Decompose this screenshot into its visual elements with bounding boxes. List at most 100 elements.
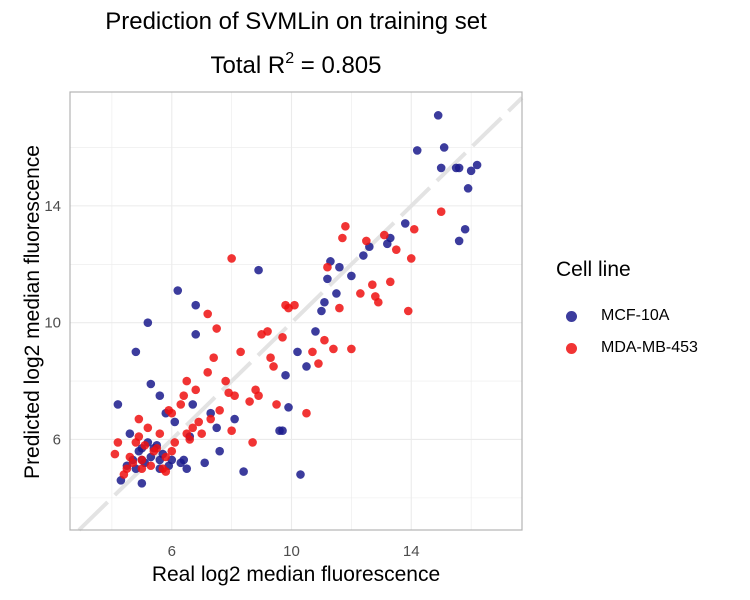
- data-point-mda-mb-453: [167, 446, 177, 456]
- data-point-mda-mb-453: [194, 417, 204, 427]
- data-point-mcf-10a: [293, 347, 302, 357]
- data-point-mda-mb-453: [209, 353, 218, 363]
- data-point-mda-mb-453: [191, 385, 201, 395]
- data-point-mda-mb-453: [143, 423, 153, 433]
- data-point-mda-mb-453: [362, 236, 371, 246]
- data-point-mda-mb-453: [155, 429, 165, 438]
- data-point-mcf-10a: [254, 265, 263, 275]
- data-point-mda-mb-453: [227, 254, 236, 263]
- legend-item-mcf-10a: MCF-10A: [556, 300, 698, 332]
- data-point-mda-mb-453: [161, 467, 171, 476]
- data-point-mda-mb-453: [269, 362, 278, 371]
- data-point-mda-mb-453: [406, 254, 416, 263]
- data-point-mcf-10a: [215, 446, 224, 456]
- data-point-mcf-10a: [113, 400, 123, 409]
- data-point-mcf-10a: [155, 391, 165, 400]
- data-point-mda-mb-453: [290, 300, 299, 310]
- legend: Cell line MCF-10A MDA-MB-453: [556, 258, 698, 364]
- data-point-mda-mb-453: [236, 347, 245, 357]
- y-tick-label: 10: [44, 315, 61, 332]
- x-axis-ticks: 6 10 14: [168, 543, 420, 560]
- data-point-mda-mb-453: [137, 464, 147, 473]
- chart-title: Prediction of SVMLin on training set: [105, 8, 487, 35]
- data-point-mcf-10a: [335, 262, 344, 272]
- chart-subtitle: Total R2 = 0.805: [70, 50, 522, 80]
- y-tick-label: 6: [53, 431, 61, 448]
- data-point-mda-mb-453: [176, 400, 186, 409]
- data-point-mda-mb-453: [347, 344, 356, 354]
- data-point-mda-mb-453: [188, 423, 198, 433]
- data-point-mcf-10a: [146, 379, 156, 389]
- data-point-mcf-10a: [170, 417, 180, 427]
- data-point-mda-mb-453: [167, 408, 177, 418]
- data-point-mda-mb-453: [113, 438, 123, 447]
- subtitle-superscript: 2: [285, 50, 295, 67]
- data-points: [110, 111, 482, 488]
- data-point-mcf-10a: [439, 143, 449, 152]
- data-point-mda-mb-453: [320, 335, 329, 345]
- data-point-mda-mb-453: [374, 297, 383, 307]
- x-tick-label: 6: [168, 543, 176, 560]
- data-point-mcf-10a: [281, 370, 290, 380]
- data-point-mda-mb-453: [203, 368, 212, 377]
- data-point-mcf-10a: [191, 330, 201, 339]
- data-point-mda-mb-453: [356, 289, 365, 298]
- legend-title: Cell line: [556, 258, 631, 281]
- data-point-mcf-10a: [436, 163, 446, 173]
- x-axis-label: Real log2 median fluorescence: [151, 563, 441, 586]
- data-point-mda-mb-453: [197, 429, 207, 438]
- data-point-mda-mb-453: [368, 280, 377, 290]
- data-point-mda-mb-453: [436, 207, 446, 217]
- data-point-mcf-10a: [472, 160, 482, 170]
- data-point-mda-mb-453: [323, 262, 332, 272]
- grid: [70, 92, 522, 530]
- data-point-mcf-10a: [278, 426, 287, 436]
- data-point-mcf-10a: [320, 297, 329, 307]
- data-point-mda-mb-453: [137, 455, 147, 465]
- data-point-mcf-10a: [173, 286, 183, 295]
- data-point-mda-mb-453: [341, 222, 350, 231]
- data-point-mda-mb-453: [212, 324, 221, 333]
- data-point-mcf-10a: [137, 478, 147, 488]
- data-point-mcf-10a: [179, 455, 189, 465]
- data-point-mcf-10a: [212, 423, 221, 433]
- data-point-mcf-10a: [284, 403, 293, 412]
- data-point-mcf-10a: [239, 467, 248, 476]
- data-point-mcf-10a: [454, 163, 464, 173]
- x-tick-label: 14: [403, 543, 420, 560]
- data-point-mda-mb-453: [215, 405, 224, 415]
- data-point-mda-mb-453: [302, 408, 311, 418]
- data-point-mda-mb-453: [263, 327, 272, 336]
- data-point-mcf-10a: [466, 166, 476, 176]
- data-point-mcf-10a: [433, 111, 443, 120]
- data-point-mda-mb-453: [266, 353, 275, 363]
- data-point-mcf-10a: [332, 289, 341, 298]
- data-point-mda-mb-453: [140, 441, 150, 450]
- data-point-mda-mb-453: [170, 438, 180, 447]
- data-point-mda-mb-453: [278, 332, 287, 342]
- data-point-mcf-10a: [400, 219, 410, 228]
- subtitle-prefix: Total R: [210, 52, 286, 79]
- data-point-mda-mb-453: [380, 230, 389, 240]
- data-point-mda-mb-453: [179, 391, 189, 400]
- data-point-mda-mb-453: [391, 245, 401, 254]
- data-point-mcf-10a: [347, 271, 356, 281]
- data-point-mda-mb-453: [134, 414, 144, 424]
- x-tick-label: 10: [283, 543, 300, 560]
- y-tick-label: 14: [44, 198, 61, 215]
- data-point-mcf-10a: [230, 414, 239, 424]
- data-point-mda-mb-453: [230, 391, 239, 400]
- data-point-mda-mb-453: [185, 435, 195, 444]
- legend-label-mda-mb-453: MDA-MB-453: [601, 339, 698, 356]
- data-point-mda-mb-453: [329, 344, 338, 354]
- data-point-mcf-10a: [191, 300, 201, 310]
- data-point-mcf-10a: [125, 429, 135, 438]
- data-point-mda-mb-453: [203, 309, 212, 319]
- data-point-mcf-10a: [317, 306, 326, 316]
- data-point-mcf-10a: [200, 458, 210, 468]
- data-point-mcf-10a: [460, 224, 470, 234]
- data-point-mcf-10a: [311, 327, 320, 336]
- data-point-mda-mb-453: [254, 391, 263, 400]
- data-point-mda-mb-453: [134, 432, 144, 441]
